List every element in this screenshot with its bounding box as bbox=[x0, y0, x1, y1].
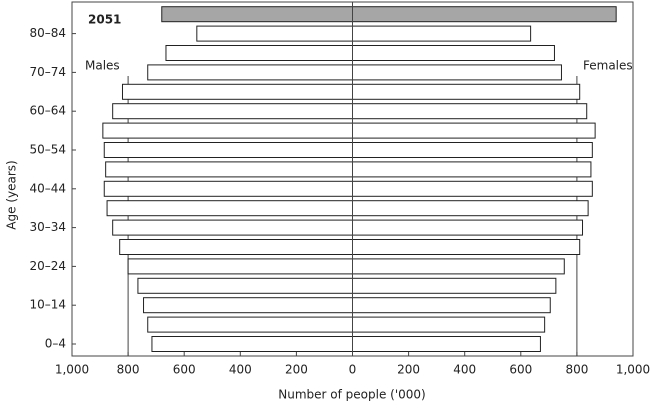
bar bbox=[119, 239, 353, 255]
bar bbox=[151, 336, 353, 352]
x-tick-label: 600 bbox=[509, 363, 532, 377]
bar bbox=[352, 103, 588, 120]
bar bbox=[352, 258, 565, 275]
bar bbox=[147, 316, 353, 333]
bar bbox=[112, 103, 353, 120]
x-tick-label: 600 bbox=[173, 363, 196, 377]
x-tick-label: 200 bbox=[397, 363, 420, 377]
x-tick-label: 800 bbox=[565, 363, 588, 377]
x-tick-label: 1,000 bbox=[55, 363, 89, 377]
x-tick-label: 200 bbox=[285, 363, 308, 377]
bar bbox=[352, 200, 589, 217]
bar bbox=[103, 180, 353, 197]
bar bbox=[352, 180, 593, 197]
bar bbox=[112, 219, 353, 236]
y-tick-label: 10–14 bbox=[29, 298, 66, 312]
bar bbox=[147, 64, 353, 81]
bar bbox=[143, 297, 353, 314]
bar bbox=[165, 45, 353, 61]
y-tick-label: 40–44 bbox=[29, 181, 66, 195]
bar bbox=[352, 64, 562, 81]
bar bbox=[121, 83, 353, 100]
bar bbox=[106, 200, 353, 217]
bar bbox=[137, 277, 353, 294]
bar bbox=[102, 122, 354, 139]
y-axis-label: Age (years) bbox=[5, 160, 19, 229]
bar bbox=[352, 25, 532, 42]
bar bbox=[352, 336, 541, 352]
chart-title: 2051 bbox=[88, 13, 121, 27]
bar bbox=[352, 142, 593, 158]
bar bbox=[352, 83, 581, 100]
bar bbox=[352, 239, 581, 255]
bar bbox=[352, 316, 546, 333]
bar bbox=[352, 219, 584, 236]
x-tick-label: 0 bbox=[349, 363, 357, 377]
bar bbox=[352, 297, 551, 314]
bar bbox=[127, 258, 353, 275]
series-label: Males bbox=[85, 59, 120, 73]
x-tick-label: 400 bbox=[453, 363, 476, 377]
bar bbox=[352, 45, 555, 61]
series-label: Females bbox=[583, 59, 633, 73]
x-tick-label: 400 bbox=[229, 363, 252, 377]
x-tick-label: 1,000 bbox=[616, 363, 650, 377]
bar bbox=[161, 6, 353, 23]
bar bbox=[352, 6, 617, 23]
bar bbox=[352, 277, 557, 294]
y-tick-label: 20–24 bbox=[29, 259, 66, 273]
bar bbox=[105, 161, 353, 178]
bar bbox=[352, 161, 592, 178]
y-tick-label: 70–74 bbox=[29, 65, 66, 79]
x-tick-label: 800 bbox=[117, 363, 140, 377]
y-tick-label: 30–34 bbox=[29, 220, 66, 234]
y-tick-label: 50–54 bbox=[29, 143, 66, 157]
bar bbox=[352, 122, 596, 139]
y-tick-label: 80–84 bbox=[29, 26, 66, 40]
y-tick-label: 0–4 bbox=[45, 337, 66, 351]
y-tick-label: 60–64 bbox=[29, 104, 66, 118]
x-axis-label: Number of people ('000) bbox=[278, 388, 425, 402]
bar bbox=[103, 142, 353, 158]
bar bbox=[196, 25, 353, 42]
